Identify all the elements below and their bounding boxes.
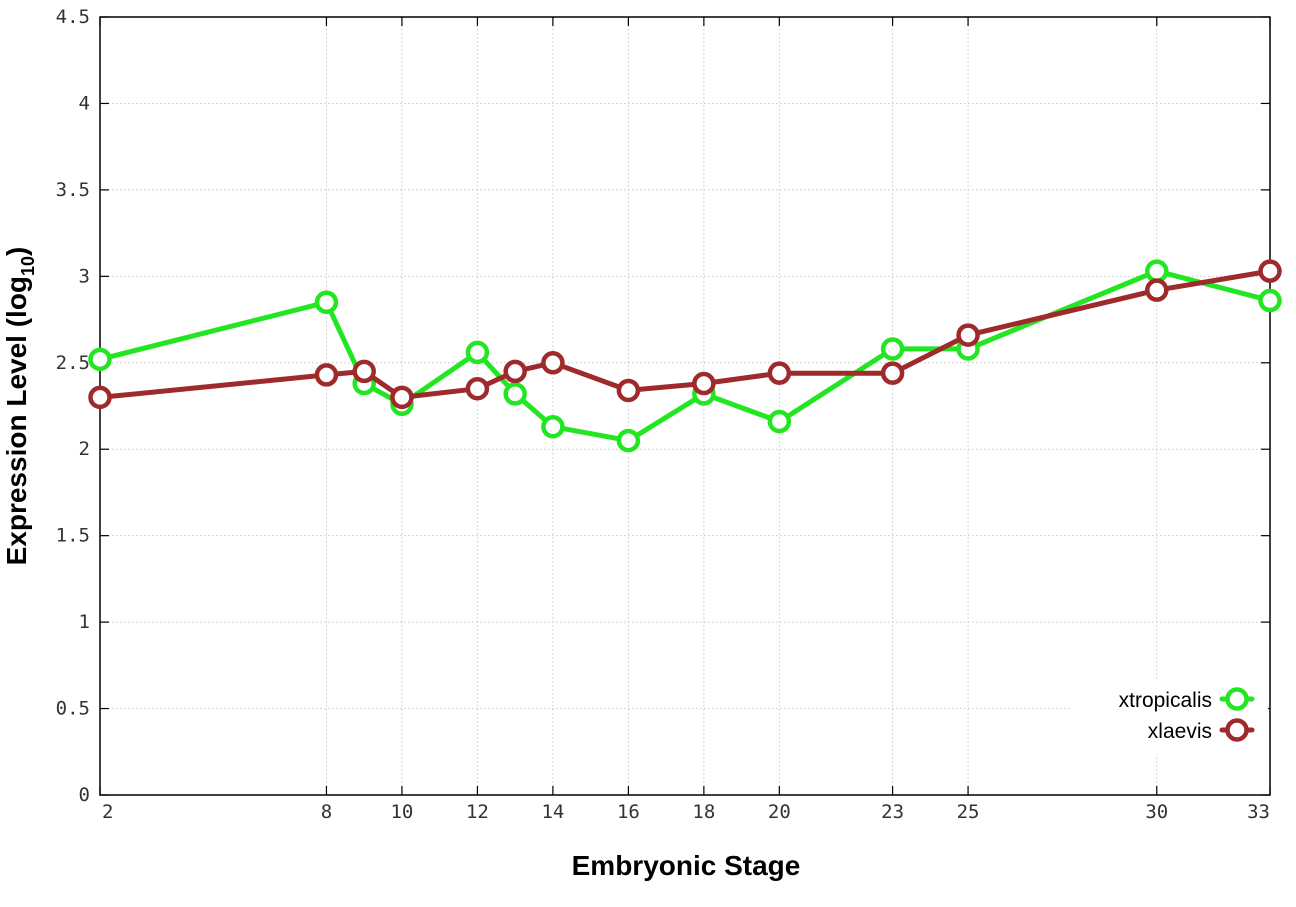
data-point-xlaevis (1145, 278, 1169, 302)
x-tick-label: 16 (617, 801, 640, 823)
x-tick-label: 10 (390, 801, 413, 823)
legend-swatches (1219, 687, 1255, 742)
y-tick-label: 2.5 (56, 352, 90, 374)
data-point-xlaevis (1258, 259, 1282, 283)
data-point-xlaevis (956, 323, 980, 347)
y-tick-label: 0 (79, 784, 90, 806)
x-tick-label: 2 (102, 801, 113, 823)
x-tick-label: 8 (321, 801, 332, 823)
y-tick-label: 3 (79, 265, 90, 287)
x-tick-labels: 2 8 10 12 14 16 18 20 23 25 30 33 (102, 801, 1270, 823)
y-axis-title-subscript: 10 (18, 256, 38, 276)
data-point-xlaevis (541, 351, 565, 375)
legend-marker-xlaevis (1225, 718, 1249, 742)
y-tick-label: 3.5 (56, 179, 90, 201)
x-tick-label: 20 (768, 801, 791, 823)
data-point-xtropicalis (1258, 288, 1282, 313)
legend-label-xtropicalis: xtropicalis (1119, 689, 1212, 712)
data-point-xlaevis (88, 385, 112, 410)
y-tick-label: 1.5 (56, 525, 90, 547)
data-point-xlaevis (352, 359, 376, 384)
x-tick-label: 23 (881, 801, 904, 823)
y-tick-label: 4 (79, 92, 90, 114)
data-point-xlaevis (465, 376, 490, 401)
series-line-xlaevis (97, 268, 1273, 400)
data-point-xtropicalis (88, 347, 112, 372)
data-point-xlaevis (880, 361, 905, 385)
y-tick-label: 1 (79, 611, 90, 633)
data-point-xtropicalis (880, 337, 905, 361)
y-tick-label: 0.5 (56, 698, 90, 720)
series-layer (88, 259, 1282, 453)
data-point-xtropicalis (616, 428, 641, 453)
grid-lines (100, 17, 1270, 795)
data-point-xlaevis (767, 361, 792, 385)
data-point-xtropicalis (465, 340, 490, 365)
data-point-xtropicalis (314, 290, 339, 315)
data-point-xtropicalis (767, 409, 792, 434)
y-tick-label: 4.5 (56, 6, 90, 28)
data-point-xtropicalis (541, 414, 565, 439)
legend-label-xlaevis: xlaevis (1148, 720, 1212, 743)
series-xtropicalis (88, 259, 1282, 453)
series-line-xtropicalis (97, 268, 1273, 444)
data-point-xtropicalis (503, 382, 527, 406)
legend-marker-xtropicalis (1225, 687, 1249, 711)
y-axis-title: Expression Level (log10) (1, 247, 38, 566)
data-point-xlaevis (616, 378, 641, 403)
x-tick-label: 25 (957, 801, 980, 823)
legend: xtropicalis xlaevis (1072, 680, 1268, 754)
x-tick-label: 33 (1247, 801, 1270, 823)
data-point-xlaevis (390, 385, 414, 410)
data-point-xlaevis (692, 371, 716, 396)
y-tick-label: 2 (79, 438, 90, 460)
data-point-xtropicalis (1145, 259, 1169, 283)
x-tick-label: 12 (466, 801, 489, 823)
x-axis-title: Embryonic Stage (572, 850, 801, 881)
y-axis-title-close: ) (1, 247, 32, 256)
y-tick-labels: 0 0.5 1 1.5 2 2.5 3 3.5 4 4.5 (56, 6, 90, 806)
y-axis-title-main: Expression Level (log (1, 276, 32, 565)
x-tick-label: 30 (1145, 801, 1168, 823)
x-tick-label: 14 (541, 801, 564, 823)
data-point-xlaevis (503, 359, 527, 384)
series-xlaevis (88, 259, 1282, 410)
data-point-xlaevis (314, 363, 339, 387)
x-tick-label: 18 (692, 801, 715, 823)
